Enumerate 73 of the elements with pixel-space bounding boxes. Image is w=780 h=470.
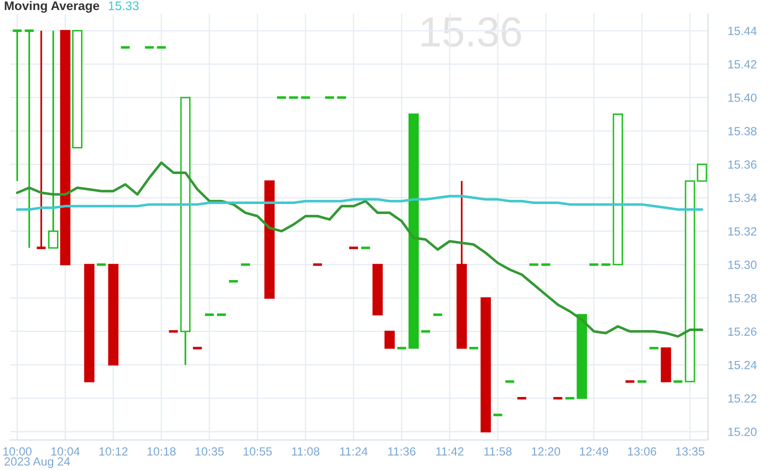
candlestick: [396, 346, 408, 350]
candlestick: [528, 263, 540, 266]
y-tick-label: 15.30: [728, 260, 757, 269]
candlestick: [24, 29, 35, 249]
candlestick: [156, 46, 168, 49]
text: Moving Average: [4, 1, 100, 13]
candlestick: [564, 396, 576, 400]
candlestick: [360, 246, 372, 250]
x-tick-label: 12:49: [580, 447, 608, 456]
y-tick-label: 15.34: [728, 194, 757, 202]
candlestick: [300, 96, 312, 99]
x-tick-label: 12:20: [532, 447, 560, 456]
x-tick-label: 11:24: [340, 447, 368, 456]
candlestick: [504, 380, 516, 383]
candlestick: [36, 30, 47, 250]
x-tick-label: 10:35: [196, 447, 224, 456]
candlestick: [276, 96, 288, 99]
candlestick: [468, 346, 480, 350]
candlestick: [636, 380, 648, 383]
y-tick-label: 15.28: [728, 294, 756, 302]
y-tick-label: 15.20: [728, 428, 757, 436]
line-series: [16, 194, 704, 211]
x-tick-label: 10:00: [3, 447, 32, 456]
candlestick: [48, 30, 58, 249]
candlestick: [648, 346, 660, 350]
candlestick: [384, 330, 395, 349]
candlestick: [588, 263, 600, 266]
text: 15.33: [108, 1, 139, 10]
x-tick-label: 10:12: [99, 447, 128, 456]
candlestick: [144, 46, 156, 49]
x-tick-label: 11:58: [484, 447, 512, 456]
y-tick-label: 15.36: [728, 160, 756, 169]
candlestick: [672, 380, 684, 383]
candlestick: [288, 96, 300, 99]
x-tick-label: 11:08: [292, 447, 320, 456]
y-tick-label: 15.38: [728, 126, 756, 136]
candlestick: [624, 380, 636, 383]
candlestick: [96, 263, 107, 266]
candlestick: [696, 164, 708, 182]
x-tick-label: 11:36: [388, 447, 416, 456]
x-tick-label: 13:06: [628, 447, 656, 456]
y-tick-label: 15.32: [728, 227, 756, 236]
y-tick-label: 15.26: [728, 327, 756, 336]
y-tick-label: 15.22: [728, 394, 756, 403]
y-tick-label: 15.42: [728, 60, 756, 69]
candlestick: [240, 263, 252, 266]
candlestick: [324, 96, 336, 99]
candlestick: [192, 346, 204, 350]
candlestick: [540, 263, 552, 266]
candlestick: [168, 330, 180, 333]
line-series: [16, 161, 704, 338]
candlestick: [216, 313, 228, 316]
y-tick-label: 15.24: [728, 360, 757, 370]
x-tick-label: 10:18: [148, 447, 176, 456]
y-tick-label: 15.40: [728, 94, 757, 102]
candlestick: [420, 330, 432, 333]
candlestick: [600, 263, 612, 266]
x-tick-label: 10:04: [51, 447, 80, 456]
candlestick: [552, 396, 564, 400]
x-tick-label: 13:35: [676, 447, 704, 456]
candlestick: [228, 280, 240, 283]
candlestick: [492, 414, 504, 416]
y-tick-label: 15.44: [728, 26, 757, 36]
candlestick: [336, 96, 348, 99]
x-tick-label: 10:55: [244, 447, 272, 456]
candlestick: [432, 313, 444, 316]
candlestick: [312, 263, 324, 266]
candlestick: [516, 396, 528, 400]
x-tick-label: 11:42: [436, 447, 464, 456]
candlestick: [120, 46, 132, 49]
candlestick: [204, 313, 216, 316]
text: 2023 Aug 24: [4, 457, 70, 468]
candlestick: [348, 246, 360, 250]
